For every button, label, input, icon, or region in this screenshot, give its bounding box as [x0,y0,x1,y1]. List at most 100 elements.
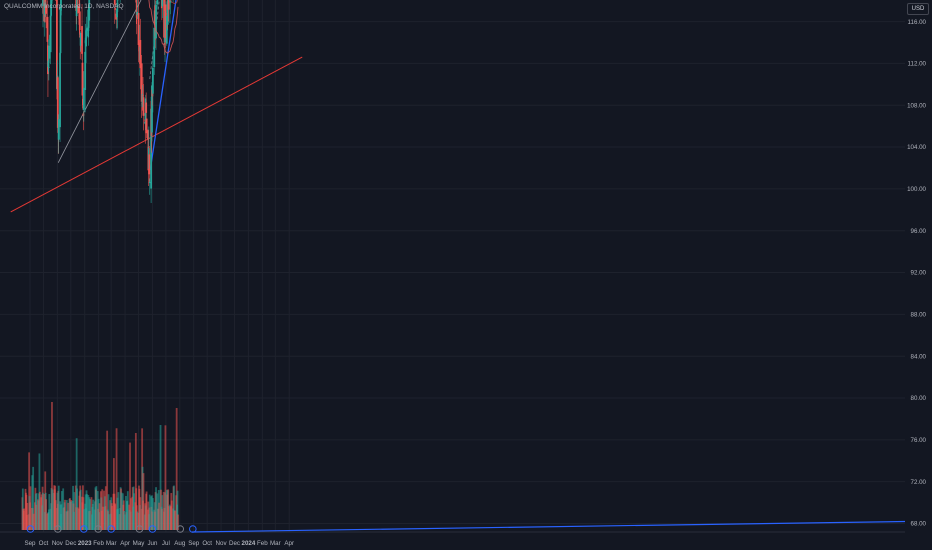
x-tick-label: Sep [188,540,200,547]
x-tick-label: May [133,540,146,547]
ma-50 [148,0,179,54]
y-tick-label: 80.00 [911,395,927,402]
y-tick-label: 76.00 [911,437,927,444]
volume-bar [164,425,167,530]
volume-bar [175,408,178,530]
candle [86,28,88,37]
currency-button[interactable]: USD [907,3,929,15]
volume-bar [57,485,60,530]
volume-bar [159,425,162,530]
candle [85,30,87,47]
volume-bar [123,514,126,530]
y-tick-label: 92.00 [911,270,927,277]
candle [78,11,81,31]
volume-bar [26,502,29,530]
volume-bar [45,499,48,530]
event-markers [26,520,906,533]
volume-bar [151,498,154,530]
candles [42,0,174,203]
event-marker-icon [107,525,115,533]
y-tick-label: 84.00 [911,353,927,360]
volume-bar [136,511,139,530]
candle [161,0,164,7]
volume-bar [106,430,109,530]
candle [45,5,48,14]
volume-bar [108,514,110,530]
candle [137,13,140,45]
candle [156,0,159,5]
x-tick-label: Nov [52,540,64,547]
candle [42,0,44,7]
candle [88,0,91,21]
volume-bar [29,486,32,530]
y-tick-label: 108.00 [907,102,926,109]
x-tick-label: 2023 [78,540,92,547]
volume-bar [101,506,104,530]
candle [47,60,50,68]
x-tick-label: Apr [120,540,130,547]
volume-bar [167,506,170,530]
event-marker-icon [176,525,185,533]
candle [44,0,47,6]
volume-bar [158,502,161,530]
volume-bar [130,498,132,530]
event-marker-icon [54,525,62,533]
volume-bar [161,495,164,530]
candle [135,0,138,18]
candle [153,27,156,68]
rising-support [57,0,142,163]
volume-bar [114,504,117,530]
x-tick-label: Nov [216,540,228,547]
candle [56,77,59,128]
volume-bar [145,491,148,530]
candle [164,4,167,39]
volume-bar [177,514,179,530]
candle [81,62,84,96]
candle [145,102,148,113]
candle [57,119,60,140]
volume-bar [48,494,51,530]
candle [60,0,62,11]
volume-bar [92,499,95,530]
candle [49,15,52,53]
candle [82,113,85,116]
volume-bar [107,494,110,530]
candle [113,0,116,5]
event-marker-icon [94,525,102,533]
volume-bar [98,503,101,530]
x-tick-label: Sep [24,540,36,547]
x-tick-label: Oct [39,540,49,547]
x-tick-label: Oct [202,540,212,547]
candle [76,0,78,12]
volume-bar [115,428,118,530]
candle [84,51,87,91]
volume-bar [139,497,142,530]
x-tick-label: Jul [162,540,170,547]
candle [116,3,119,7]
candle [136,11,139,15]
volume-bar [28,452,31,530]
volume-bar [126,491,129,530]
candle [167,0,170,10]
volume-bar [75,438,78,530]
volume-bar [133,493,135,530]
x-tick-label: Apr [284,540,294,547]
x-tick-label: Mar [106,540,117,547]
candle [148,154,151,175]
candle [79,33,82,46]
candle [50,0,53,4]
channel-lower [149,0,177,171]
volume-bar [89,499,91,530]
drawings: potencial [10,0,303,213]
candle [148,181,151,184]
candle [165,15,168,44]
volume-bar [23,508,26,530]
volume-bar [170,500,173,530]
candle [163,42,166,45]
candle [142,97,145,116]
price-axis[interactable]: 68.00 72.00 76.00 80.00 84.00 88.00 92.00 96.00… [885,0,929,528]
volume-bar [51,489,54,530]
volume-bar [70,500,73,530]
volume-bar [111,505,113,530]
